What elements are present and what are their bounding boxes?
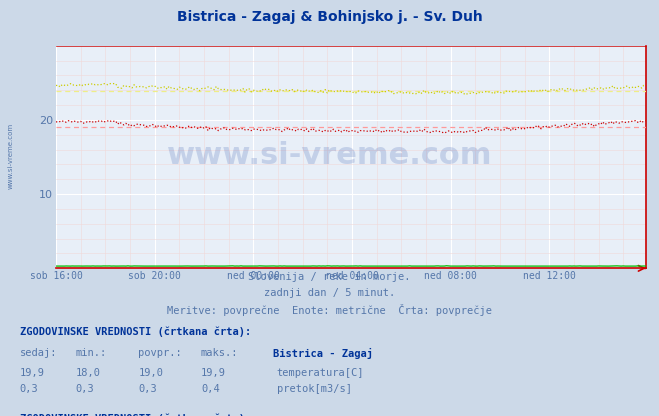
- Text: www.si-vreme.com: www.si-vreme.com: [167, 141, 492, 171]
- Text: min.:: min.:: [76, 348, 107, 358]
- Text: Bistrica - Zagaj & Bohinjsko j. - Sv. Duh: Bistrica - Zagaj & Bohinjsko j. - Sv. Du…: [177, 10, 482, 25]
- Text: 18,0: 18,0: [76, 368, 101, 378]
- Text: Meritve: povprečne  Enote: metrične  Črta: povprečje: Meritve: povprečne Enote: metrične Črta:…: [167, 304, 492, 316]
- Text: 19,9: 19,9: [201, 368, 226, 378]
- Text: maks.:: maks.:: [201, 348, 239, 358]
- Text: ZGODOVINSKE VREDNOSTI (črtkana črta):: ZGODOVINSKE VREDNOSTI (črtkana črta):: [20, 414, 251, 416]
- Text: temperatura[C]: temperatura[C]: [277, 368, 364, 378]
- Text: povpr.:: povpr.:: [138, 348, 182, 358]
- Text: www.si-vreme.com: www.si-vreme.com: [8, 123, 14, 189]
- Text: 0,4: 0,4: [201, 384, 219, 394]
- Text: 19,0: 19,0: [138, 368, 163, 378]
- Text: sedaj:: sedaj:: [20, 348, 57, 358]
- Text: Bistrica - Zagaj: Bistrica - Zagaj: [273, 348, 374, 359]
- Text: ZGODOVINSKE VREDNOSTI (črtkana črta):: ZGODOVINSKE VREDNOSTI (črtkana črta):: [20, 327, 251, 337]
- Text: 0,3: 0,3: [20, 384, 38, 394]
- Text: Slovenija / reke in morje.: Slovenija / reke in morje.: [248, 272, 411, 282]
- Text: pretok[m3/s]: pretok[m3/s]: [277, 384, 352, 394]
- Text: 19,9: 19,9: [20, 368, 45, 378]
- Text: 0,3: 0,3: [138, 384, 157, 394]
- Text: 0,3: 0,3: [76, 384, 94, 394]
- Text: zadnji dan / 5 minut.: zadnji dan / 5 minut.: [264, 288, 395, 298]
